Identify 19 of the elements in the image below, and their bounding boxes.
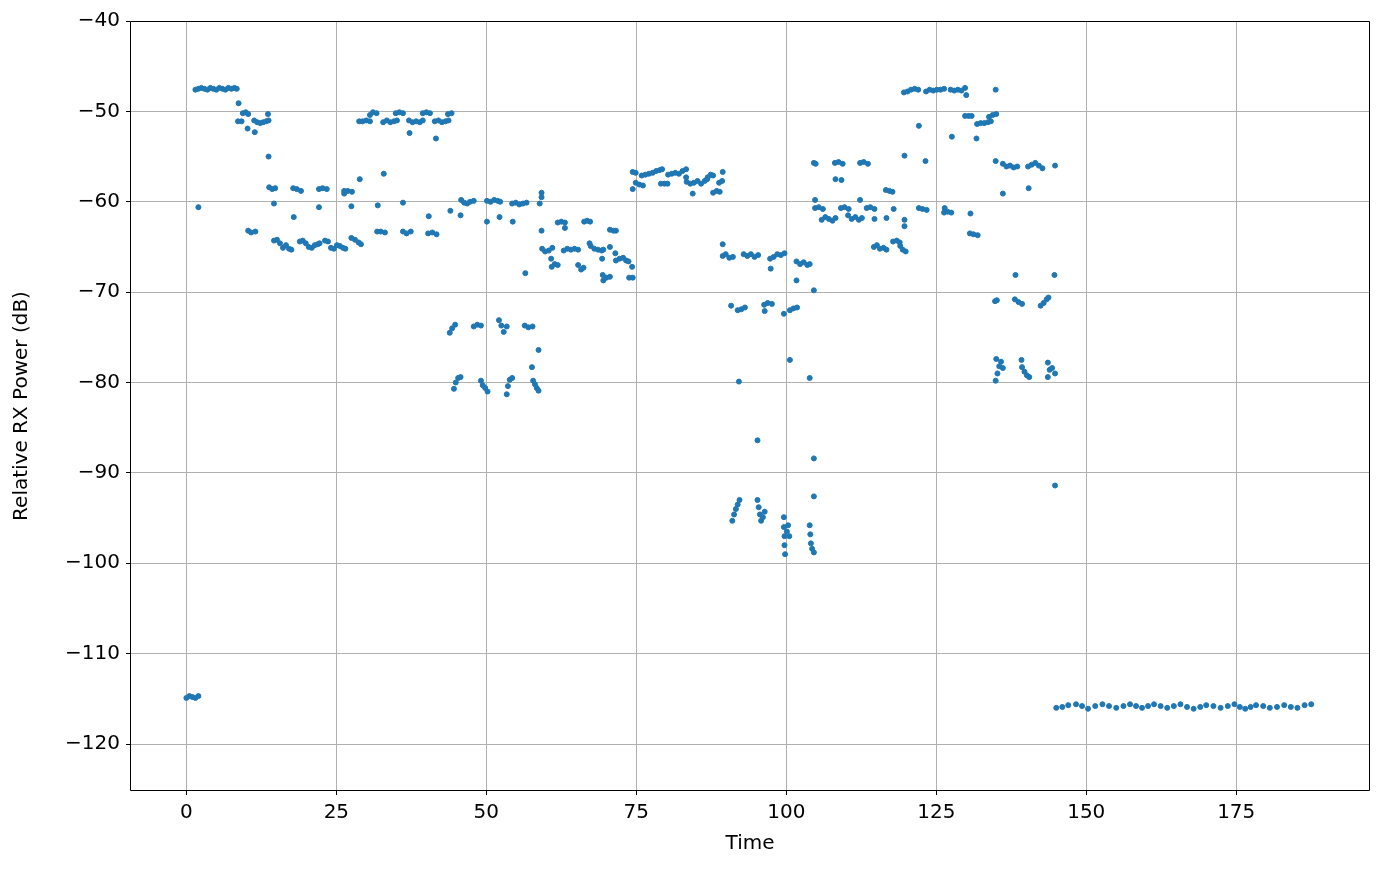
y-tick-label: −90 bbox=[77, 459, 120, 484]
x-tick-label: 100 bbox=[767, 799, 806, 824]
x-tick-label: 25 bbox=[323, 799, 350, 824]
x-tick-label: 175 bbox=[1217, 799, 1256, 824]
x-tick-label: 75 bbox=[623, 799, 650, 824]
y-tick-label: −120 bbox=[65, 730, 120, 755]
x-tick-label: 150 bbox=[1067, 799, 1106, 824]
x-tick-label: 50 bbox=[473, 799, 500, 824]
y-tick-label: −40 bbox=[77, 7, 120, 32]
y-tick-label: −70 bbox=[77, 278, 120, 303]
y-tick-label: −60 bbox=[77, 187, 120, 212]
y-tick-label: −80 bbox=[77, 368, 120, 393]
y-axis-title: Relative RX Power (dB) bbox=[8, 291, 33, 521]
x-tick-label: 0 bbox=[180, 799, 193, 824]
x-tick-label: 125 bbox=[917, 799, 956, 824]
y-tick-label: −100 bbox=[65, 549, 120, 574]
y-tick-label: −50 bbox=[77, 97, 120, 122]
y-tick-label: −110 bbox=[65, 639, 120, 664]
x-axis-title: Time bbox=[724, 830, 775, 855]
